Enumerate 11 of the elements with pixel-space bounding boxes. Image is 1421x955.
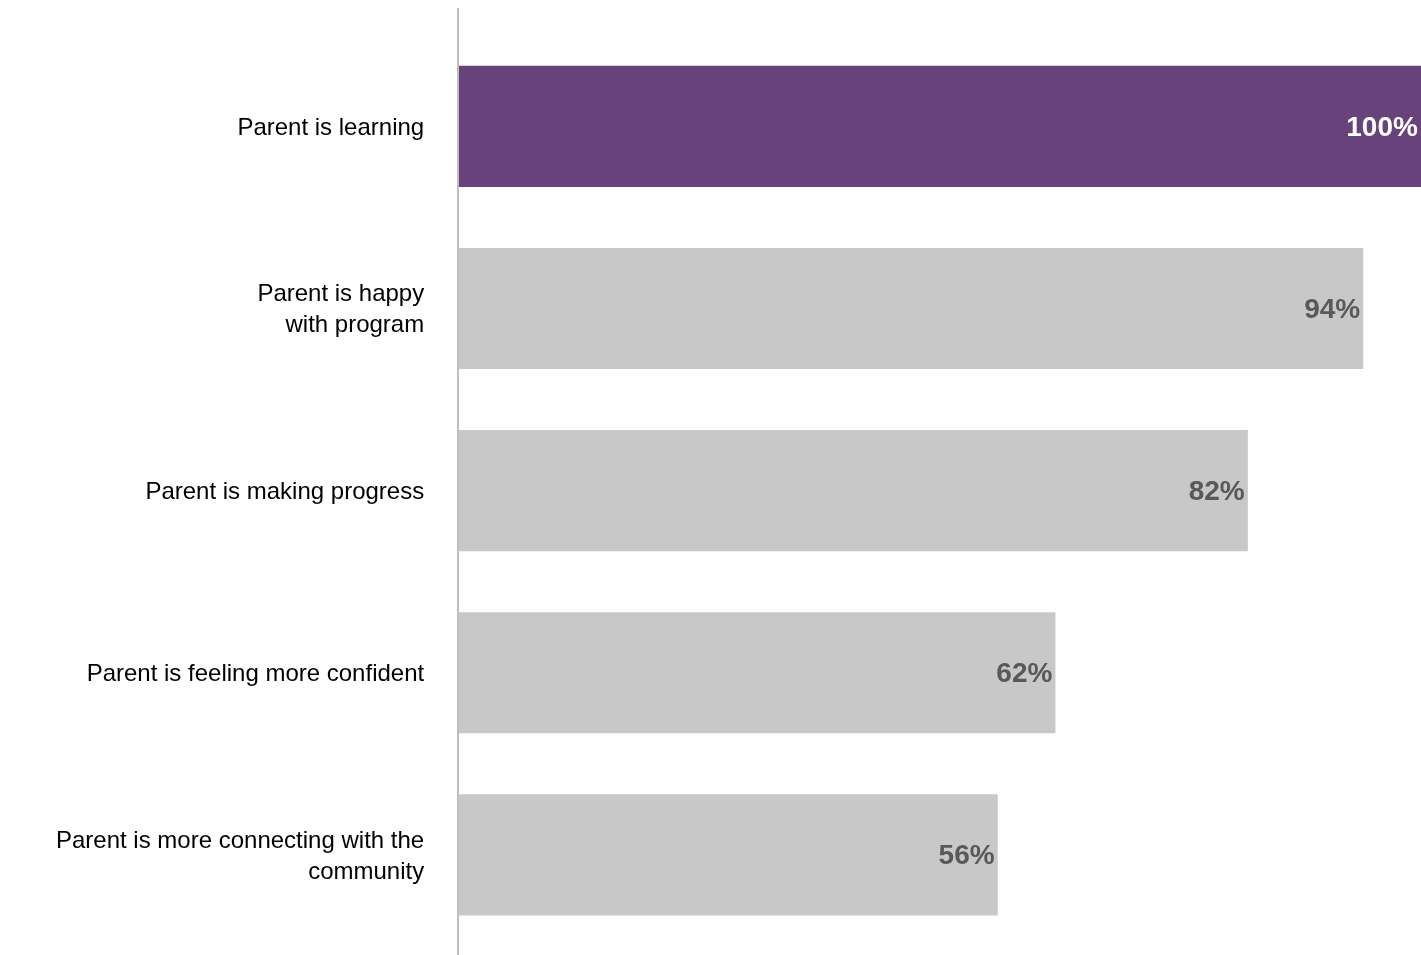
data-label: 56% <box>938 839 995 871</box>
data-label: 82% <box>1188 475 1245 507</box>
data-label: 94% <box>1304 292 1361 324</box>
y-tick-label: Parent is making progress <box>145 477 425 505</box>
y-tick-label: Parent is feeling more confident <box>86 659 425 687</box>
y-tick-label: Parent is more connecting with the community <box>56 825 425 884</box>
y-tick-label: Parent is happy with program <box>257 279 425 338</box>
data-label: 100% <box>1346 110 1418 142</box>
data-label: 62% <box>996 657 1053 689</box>
y-tick-label: Parent is learning <box>237 112 425 140</box>
bar <box>459 65 1421 187</box>
